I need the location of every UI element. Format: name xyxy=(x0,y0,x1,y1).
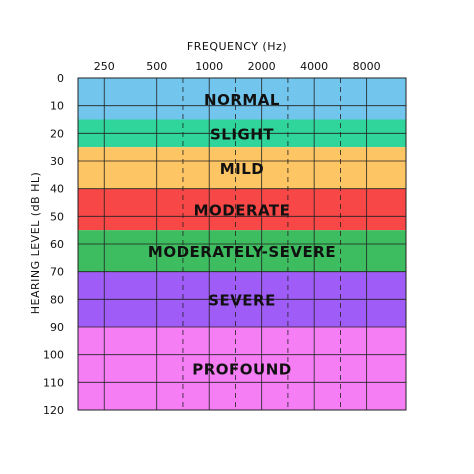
x-axis-title: FREQUENCY (Hz) xyxy=(187,40,287,53)
y-tick-0: 0 xyxy=(57,72,64,85)
y-tick-20: 20 xyxy=(50,127,64,140)
band-0 xyxy=(78,78,406,120)
y-tick-100: 100 xyxy=(43,349,64,362)
y-tick-10: 10 xyxy=(50,100,64,113)
x-tick-250: 250 xyxy=(94,60,115,73)
x-tick-500: 500 xyxy=(146,60,167,73)
y-tick-110: 110 xyxy=(43,376,64,389)
band-6 xyxy=(78,327,406,410)
y-tick-90: 90 xyxy=(50,321,64,334)
band-label-1: SLIGHT xyxy=(210,125,274,143)
band-label-5: SEVERE xyxy=(208,291,276,309)
y-axis-title: HEARING LEVEL (dB HL) xyxy=(29,172,42,315)
x-tick-2000: 2000 xyxy=(248,60,276,73)
y-tick-labels: 0 10 20 30 40 50 60 70 80 90 100 110 120 xyxy=(43,72,64,417)
band-labels: NORMAL SLIGHT MILD MODERATE MODERATELY-SEVER… xyxy=(148,91,336,379)
band-2 xyxy=(78,147,406,189)
band-label-4: MODERATELY-SEVERE xyxy=(148,243,336,261)
band-4 xyxy=(78,230,406,272)
y-tick-80: 80 xyxy=(50,293,64,306)
x-tick-labels: 250 500 1000 2000 4000 8000 xyxy=(94,60,381,73)
x-tick-4000: 4000 xyxy=(300,60,328,73)
grid xyxy=(77,77,407,411)
y-tick-120: 120 xyxy=(43,404,64,417)
plot-frame xyxy=(77,77,407,411)
band-label-2: MILD xyxy=(220,160,265,178)
band-3 xyxy=(78,188,406,231)
y-tick-70: 70 xyxy=(50,266,64,279)
x-tick-8000: 8000 xyxy=(353,60,381,73)
band-label-6: PROFOUND xyxy=(192,361,291,379)
y-tick-50: 50 xyxy=(50,210,64,223)
y-tick-30: 30 xyxy=(50,155,64,168)
y-tick-60: 60 xyxy=(50,238,64,251)
band-label-0: NORMAL xyxy=(204,91,280,109)
band-label-3: MODERATE xyxy=(194,201,291,219)
y-tick-40: 40 xyxy=(50,183,64,196)
x-tick-1000: 1000 xyxy=(195,60,223,73)
